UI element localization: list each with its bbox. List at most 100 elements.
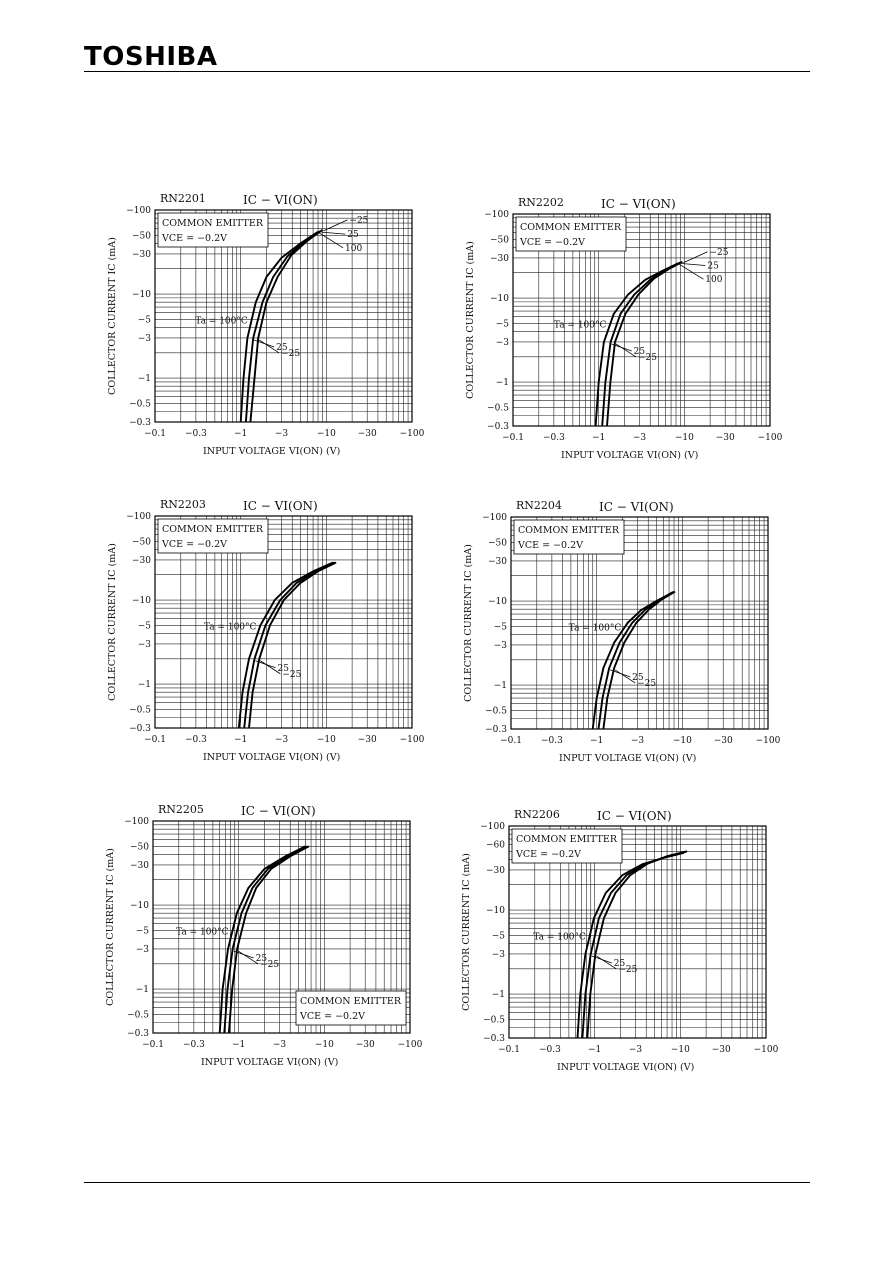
x-tick-label: −3: [275, 735, 289, 745]
chart-rn2202: RN2202 IC − VI(ON) −0.1 −0.3 −1 −3 −10 −30 −100−…: [458, 190, 788, 480]
chart-title: IC − VI(ON): [243, 193, 318, 207]
condition-mode: COMMON EMITTER: [300, 996, 402, 1007]
condition-vce: VCE = −0.2V: [515, 849, 581, 860]
x-tick-label: −1: [234, 429, 247, 439]
y-tick-label: −5: [138, 621, 152, 631]
x-tick-label: −10: [673, 736, 692, 746]
y-tick-label: −100: [480, 822, 505, 832]
x-tick-label: −30: [712, 1045, 731, 1055]
condition-box: [295, 990, 407, 1026]
y-tick-label: −10: [490, 294, 509, 304]
y-tick-label: −5: [492, 931, 506, 941]
y-tick-label: −1: [492, 990, 505, 1000]
y-axis-label: COLLECTOR CURRENT IC (mA): [107, 237, 118, 395]
condition-box: [157, 518, 269, 554]
series-curve-0: [591, 592, 673, 730]
series-label-25: 25: [256, 954, 268, 964]
y-tick-label: −100: [124, 817, 149, 827]
ta-label: Ta = 100°C: [195, 316, 248, 326]
label-leader: [318, 232, 344, 249]
y-tick-label: −30: [486, 866, 505, 876]
condition-box: [157, 212, 269, 248]
y-tick-label: −100: [126, 512, 151, 522]
plot-frame: [512, 213, 771, 427]
series-curve-2: [249, 229, 323, 423]
x-tick-label: −0.3: [539, 1045, 561, 1055]
ta-label: Ta = 100°C: [204, 622, 257, 632]
condition-vce: VCE = −0.2V: [161, 233, 227, 244]
chart-title: IC − VI(ON): [599, 500, 674, 514]
series-label-25: 25: [614, 959, 626, 969]
y-tick-label: −50: [132, 537, 151, 547]
y-tick-label: −50: [132, 231, 151, 241]
x-tick-label: −0.1: [502, 433, 524, 443]
series-label-minus25: −25: [618, 965, 637, 975]
chart-rn2203: RN2203 IC − VI(ON) −0.1 −0.3 −1 −3 −10 −30 −100−…: [100, 492, 430, 782]
series-curve-0: [218, 845, 306, 1034]
x-tick-label: −100: [400, 735, 425, 745]
series-label-top-1: 25: [707, 261, 719, 271]
y-tick-label: −3: [136, 945, 150, 955]
chart-svg: RN2205 IC − VI(ON)−0.1 −0.3 −1 −3 −10 −30 −100−…: [105, 803, 423, 1068]
x-axis-label: INPUT VOLTAGE VI(ON) (V): [557, 1062, 694, 1073]
x-tick-label: −0.1: [500, 736, 522, 746]
label-leader: [681, 263, 706, 266]
x-axis-label: INPUT VOLTAGE VI(ON) (V): [203, 752, 340, 763]
toshiba-logo: TOSHIBA: [84, 42, 218, 72]
series-label-minus25: −25: [260, 960, 279, 970]
x-tick-label: −0.1: [498, 1045, 520, 1055]
x-tick-label: −1: [592, 433, 605, 443]
series-label-25: 25: [634, 347, 646, 357]
series-curve-2: [586, 850, 688, 1039]
y-tick-label: −0.5: [487, 403, 509, 413]
x-tick-label: −100: [754, 1045, 779, 1055]
series-label-top-0: −25: [349, 216, 368, 226]
x-axis-label: INPUT VOLTAGE VI(ON) (V): [559, 753, 696, 764]
y-tick-label: −100: [482, 513, 507, 523]
x-tick-label: −100: [756, 736, 781, 746]
label-leader: [237, 950, 259, 965]
y-axis-label: COLLECTOR CURRENT IC (mA): [463, 544, 474, 702]
x-tick-label: −10: [675, 433, 694, 443]
y-tick-label: −30: [488, 557, 507, 567]
part-number: RN2205: [158, 803, 204, 816]
x-tick-label: −0.3: [541, 736, 563, 746]
part-number: RN2202: [518, 196, 564, 209]
part-number: RN2204: [516, 499, 562, 512]
chart-title: IC − VI(ON): [243, 499, 318, 513]
x-tick-label: −0.3: [185, 735, 207, 745]
plot-frame: [508, 825, 767, 1039]
y-tick-label: −0.3: [127, 1029, 149, 1039]
plot-frame: [510, 516, 769, 730]
y-axis-label: COLLECTOR CURRENT IC (mA): [465, 241, 476, 399]
x-tick-label: −0.3: [543, 433, 565, 443]
x-tick-label: −0.1: [144, 735, 166, 745]
x-tick-label: −1: [232, 1040, 245, 1050]
x-tick-label: −100: [758, 433, 783, 443]
chart-rn2201: RN2201 IC − VI(ON) −0.1 −0.3 −1 −3 −10 −30 −100−…: [100, 186, 430, 476]
y-tick-label: −1: [138, 374, 151, 384]
y-tick-label: −10: [132, 596, 151, 606]
series-curve-1: [243, 561, 335, 729]
x-tick-label: −3: [631, 736, 645, 746]
series-curve-2: [602, 590, 676, 730]
condition-box: [513, 519, 625, 555]
series-label-minus25: −25: [638, 353, 657, 363]
y-tick-label: −30: [132, 250, 151, 260]
y-tick-label: −10: [488, 597, 507, 607]
condition-vce: VCE = −0.2V: [519, 237, 585, 248]
part-number: RN2206: [514, 808, 560, 821]
y-tick-label: −0.3: [129, 418, 151, 428]
ta-label: Ta = 100°C: [554, 320, 607, 330]
y-axis-label: COLLECTOR CURRENT IC (mA): [105, 848, 116, 1006]
series-curve-1: [244, 230, 321, 423]
condition-box: [515, 216, 627, 252]
label-leader: [321, 231, 346, 235]
series-curve-1: [223, 845, 308, 1034]
label-leader: [323, 219, 348, 232]
label-leader: [679, 263, 704, 280]
series-curve-2: [227, 845, 310, 1034]
y-tick-label: −3: [138, 334, 152, 344]
y-tick-label: −60: [486, 841, 505, 851]
y-tick-label: −50: [488, 538, 507, 548]
